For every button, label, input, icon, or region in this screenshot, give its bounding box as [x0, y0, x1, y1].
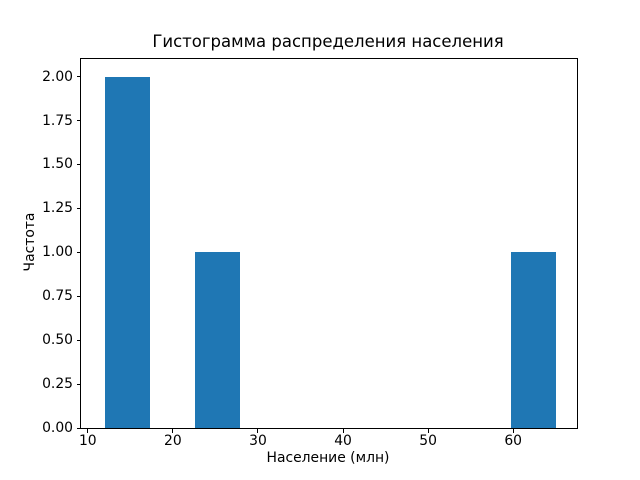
x-tick-mark [87, 429, 89, 433]
y-tick-label: 0.50 [42, 332, 73, 349]
x-tick-mark [172, 429, 174, 433]
histogram-bar [195, 252, 241, 428]
x-tick-mark [512, 429, 514, 433]
plot-area: 10 20 30 40 50 60 0.00 0.25 0.50 0.75 1.00 1.25 1.50… [42, 58, 578, 449]
y-tick-label: 1.50 [42, 156, 73, 173]
y-axis-label: Частота [22, 212, 38, 272]
y-tick-mark [76, 383, 80, 385]
y-tick-mark [76, 163, 80, 165]
x-tick-label: 40 [334, 433, 352, 449]
y-tick-mark [76, 339, 80, 341]
y-tick-label: 1.00 [42, 244, 73, 261]
x-tick-label: 30 [249, 433, 267, 449]
x-tick-mark [257, 429, 259, 433]
x-axis-label: Население (млн) [266, 450, 390, 466]
histogram-bar [510, 252, 556, 428]
chart-title: Гистограмма распределения населения [152, 32, 504, 51]
x-tick-label: 20 [164, 433, 182, 449]
y-tick-mark [76, 120, 80, 121]
y-tick-label: 0.25 [42, 376, 73, 393]
y-tick-label: 0.75 [42, 288, 73, 305]
y-tick-label: 2.00 [42, 68, 73, 85]
x-tick-label: 60 [504, 433, 523, 449]
y-tick-mark [76, 251, 80, 253]
x-tick-label: 10 [78, 433, 97, 449]
x-tick-mark [342, 429, 344, 433]
y-tick-mark [76, 427, 80, 429]
histogram-bar [104, 76, 150, 428]
x-tick-label: 50 [419, 433, 437, 449]
x-tick-mark [427, 429, 429, 433]
y-tick-label: 1.25 [42, 200, 73, 217]
y-tick-label: 0.00 [42, 420, 73, 436]
y-tick-mark [76, 207, 80, 209]
y-tick-mark [76, 76, 80, 78]
y-tick-mark [76, 295, 80, 297]
y-tick-label: 1.75 [42, 112, 73, 129]
